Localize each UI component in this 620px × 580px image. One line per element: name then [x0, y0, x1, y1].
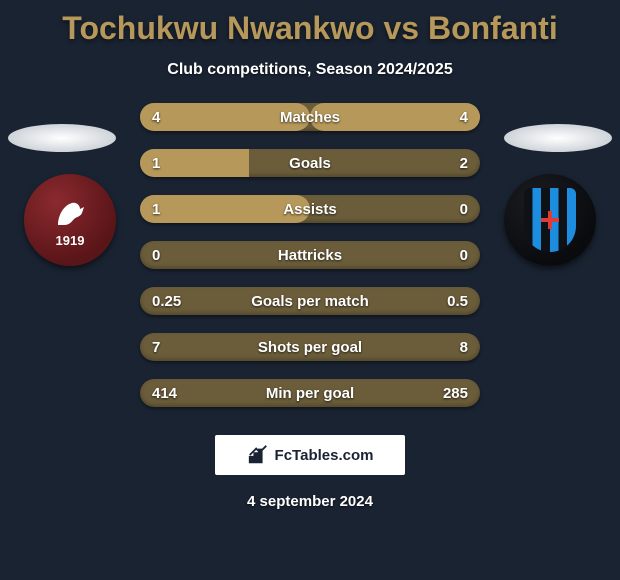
- brand-text: FcTables.com: [275, 447, 374, 464]
- horse-icon: [48, 193, 92, 237]
- stat-label: Matches: [140, 109, 480, 126]
- stat-row: 78Shots per goal: [140, 333, 480, 361]
- stat-label: Goals: [140, 155, 480, 172]
- brand-badge: FcTables.com: [215, 435, 405, 475]
- stat-label: Goals per match: [140, 293, 480, 310]
- shield-icon: [524, 188, 576, 252]
- left-club-year: 1919: [56, 233, 85, 248]
- stat-row: 0.250.5Goals per match: [140, 287, 480, 315]
- date-text: 4 september 2024: [0, 493, 620, 510]
- subtitle: Club competitions, Season 2024/2025: [0, 61, 620, 79]
- stat-label: Assists: [140, 201, 480, 218]
- page-title: Tochukwu Nwankwo vs Bonfanti: [0, 0, 620, 47]
- right-club-badge: [504, 174, 596, 266]
- chart-icon: [247, 444, 269, 466]
- right-player-halo: [504, 124, 612, 152]
- stat-row: 44Matches: [140, 103, 480, 131]
- stat-row: 414285Min per goal: [140, 379, 480, 407]
- stat-row: 10Assists: [140, 195, 480, 223]
- stat-label: Shots per goal: [140, 339, 480, 356]
- stat-row: 12Goals: [140, 149, 480, 177]
- left-club-badge: 1919: [24, 174, 116, 266]
- stat-row: 00Hattricks: [140, 241, 480, 269]
- left-player-halo: [8, 124, 116, 152]
- stat-label: Hattricks: [140, 247, 480, 264]
- stat-label: Min per goal: [140, 385, 480, 402]
- cross-icon: [541, 211, 559, 229]
